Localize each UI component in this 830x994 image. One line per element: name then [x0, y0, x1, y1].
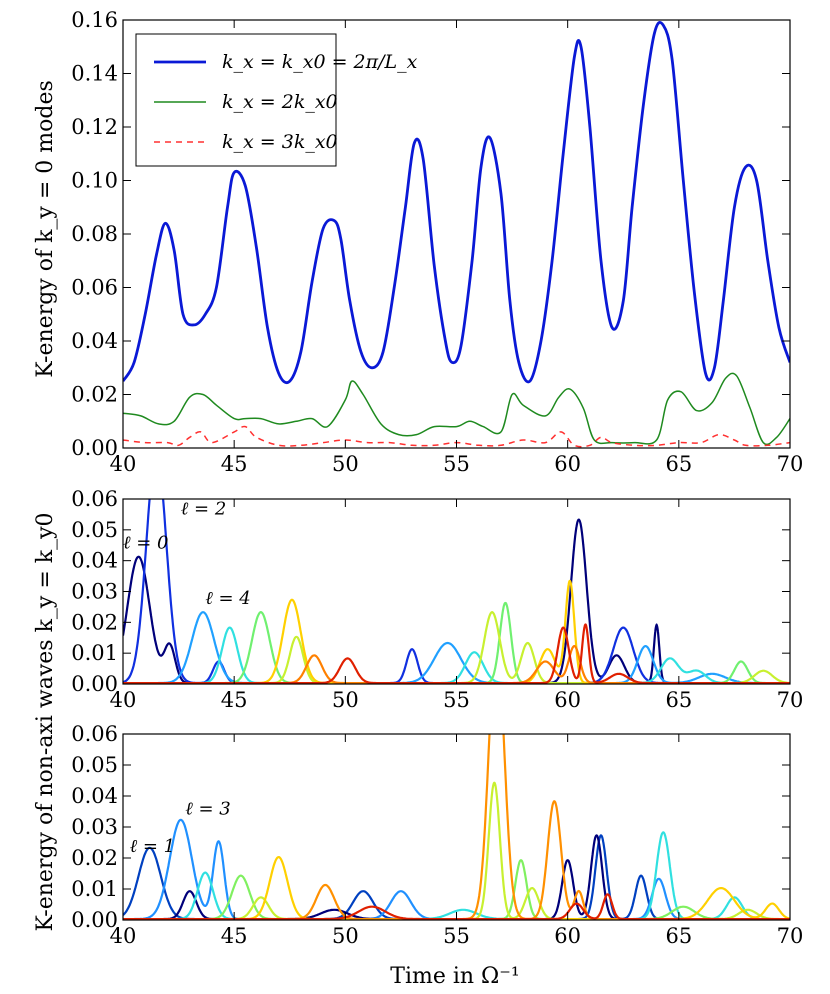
y-tick-label: 0.16 — [71, 8, 118, 32]
y-tick-label: 0.02 — [71, 846, 118, 870]
y-tick-label: 0.05 — [71, 753, 118, 777]
x-tick-label: 45 — [221, 452, 248, 476]
annotation-label: ℓ = 1 — [130, 836, 175, 857]
series-line-1 — [123, 21, 790, 385]
x-tick-label: 55 — [443, 452, 470, 476]
y-tick-label: 0.00 — [71, 908, 118, 932]
annotation-label: ℓ = 2 — [181, 498, 226, 519]
y-tick-label: 0.04 — [71, 549, 118, 573]
x-tick-label: 70 — [777, 452, 804, 476]
x-tick-label: 40 — [110, 452, 137, 476]
y-tick-label: 0.02 — [71, 610, 118, 634]
series-line-4 — [123, 626, 790, 684]
x-tick-label: 70 — [777, 688, 804, 712]
x-tick-label: 50 — [332, 452, 359, 476]
y-tick-label: 0.06 — [71, 722, 118, 746]
axes-frame — [122, 733, 791, 921]
y-tick-label: 0.06 — [71, 276, 118, 300]
y-tick-label: 0.04 — [71, 784, 118, 808]
legend-label-3: k_x = 3k_x0 — [222, 131, 338, 153]
plot-area — [123, 499, 790, 684]
x-tick-label: 60 — [554, 688, 581, 712]
series-line-4 — [123, 831, 790, 920]
x-tick-label: 50 — [332, 924, 359, 948]
y-tick-label: 0.14 — [71, 62, 118, 86]
xlabel: Time in Ω⁻¹ — [390, 964, 519, 989]
x-tick-label: 50 — [332, 688, 359, 712]
legend: k_x = k_x0 = 2π/L_x k_x = 2k_x0 k_x = 3k_x… — [135, 33, 418, 167]
y-tick-label: 0.01 — [71, 641, 118, 665]
annotation-label: ℓ = 0 — [123, 532, 168, 553]
x-tick-label: 65 — [665, 452, 692, 476]
series-line-2 — [123, 818, 790, 920]
y-tick-label: 0.01 — [71, 877, 118, 901]
annotation-label: ℓ = 3 — [185, 799, 230, 820]
y-tick-label: 0.05 — [71, 518, 118, 542]
shared-ylabel: K-energy of non-axi waves k_y = k_y0 — [33, 512, 58, 931]
x-tick-label: 45 — [221, 924, 248, 948]
x-tick-label: 55 — [443, 688, 470, 712]
x-tick-label: 70 — [777, 924, 804, 948]
y-tick-label: 0.12 — [71, 115, 118, 139]
x-tick-label: 40 — [110, 924, 137, 948]
y-tick-label: 0.02 — [71, 383, 118, 407]
y-tick-label: 0.04 — [71, 329, 118, 353]
x-tick-label: 40 — [110, 688, 137, 712]
x-tick-label: 60 — [554, 924, 581, 948]
x-tick-label: 65 — [665, 924, 692, 948]
panel-top: 40 45 50 55 60 65 70 0.00 0.02 0.04 0.06 0.08 0.10 0.… — [71, 8, 803, 476]
panel-middle: 40 45 50 55 60 65 70 0.00 0.01 0.02 0.03 0.04 0.05 0.… — [71, 487, 804, 712]
x-tick-label: 55 — [443, 924, 470, 948]
series-line-1 — [123, 834, 790, 920]
series-line-3 — [123, 834, 790, 920]
legend-box — [135, 33, 337, 167]
series-line-9 — [123, 623, 790, 684]
y-tick-label: 0.00 — [71, 672, 118, 696]
x-tick-label: 45 — [221, 688, 248, 712]
y-tick-label: 0.08 — [71, 222, 118, 246]
series-line-2 — [123, 372, 790, 446]
top-ylabel: K-energy of k_y = 0 modes — [33, 80, 58, 378]
y-tick-label: 0.10 — [71, 169, 118, 193]
y-tick-label: 0.00 — [71, 436, 118, 460]
y-tick-label: 0.03 — [71, 580, 118, 604]
legend-label-1: k_x = k_x0 = 2π/L_x — [222, 51, 418, 73]
y-tick-label: 0.03 — [71, 815, 118, 839]
panel-bottom: 40 45 50 55 60 65 70 0.00 0.01 0.02 0.03 0.04 0.05 0.… — [71, 722, 804, 948]
annotation-label: ℓ = 4 — [205, 588, 250, 609]
x-tick-label: 60 — [554, 452, 581, 476]
x-tick-label: 65 — [665, 688, 692, 712]
legend-label-2: k_x = 2k_x0 — [222, 91, 338, 113]
y-tick-label: 0.06 — [71, 487, 118, 511]
